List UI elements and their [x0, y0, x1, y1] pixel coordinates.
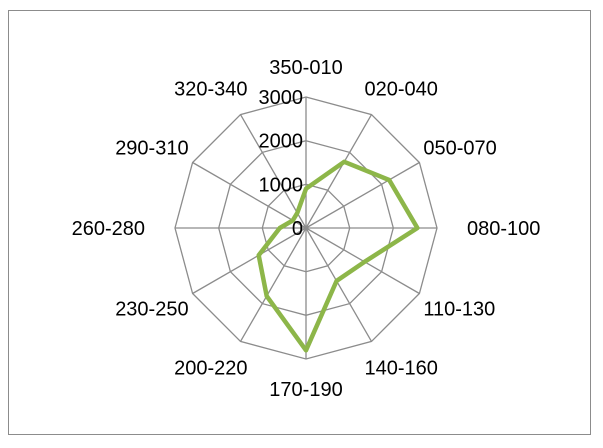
chart-area	[8, 10, 591, 435]
category-label: 140-160	[365, 357, 438, 379]
grid-spoke	[239, 114, 307, 229]
category-label: 230-250	[115, 299, 188, 321]
radial-tick-label: 3000	[259, 87, 304, 109]
radial-tick-label: 0	[292, 218, 303, 240]
radial-tick-label: 1000	[259, 174, 304, 196]
category-label: 170-190	[269, 379, 342, 401]
grid-spoke	[192, 161, 307, 229]
category-label: 050-070	[423, 138, 496, 160]
category-label: 200-220	[174, 357, 247, 379]
grid-spoke	[305, 114, 373, 229]
category-label: 320-340	[174, 79, 247, 101]
category-label: 290-310	[115, 138, 188, 160]
category-label: 260-280	[72, 218, 145, 240]
grid-spoke	[192, 227, 307, 295]
category-label: 080-100	[467, 218, 540, 240]
grid-spoke	[305, 161, 420, 229]
radial-tick-label: 2000	[259, 131, 304, 153]
category-label: 110-130	[423, 299, 495, 321]
category-label: 020-040	[365, 79, 438, 101]
grid-spoke	[239, 227, 307, 342]
category-label: 350-010	[269, 57, 342, 79]
grid-spoke	[305, 227, 373, 342]
